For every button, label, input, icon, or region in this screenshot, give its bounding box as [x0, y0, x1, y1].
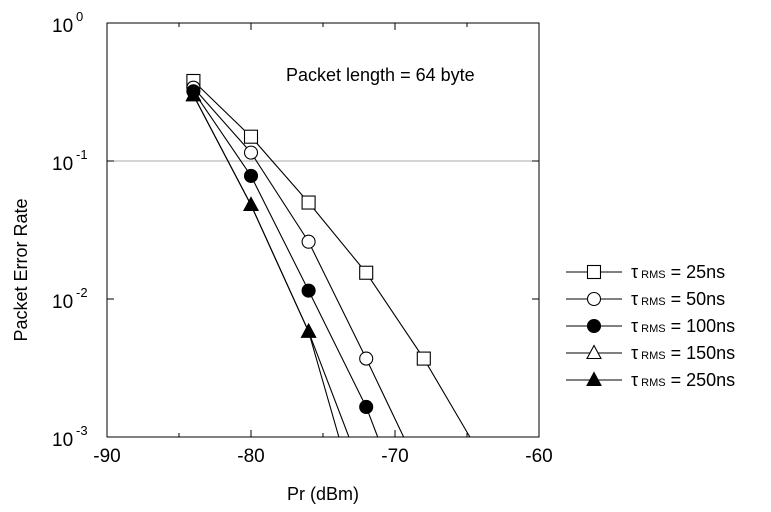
legend-label: τ RMS = 50ns [631, 289, 725, 309]
legend-value: = 25ns [666, 262, 726, 282]
legend-label: τ RMS = 250ns [631, 370, 735, 390]
series-line-3 [192, 94, 350, 438]
legend-item-2: τ RMS = 100ns [566, 316, 735, 336]
legend-marker [586, 264, 602, 280]
y-tick-label-base: 10 [52, 292, 73, 313]
y-tick-label-base: 10 [52, 16, 73, 37]
series-lines [192, 80, 471, 438]
series-4-point-2 [300, 322, 317, 338]
series-line-2 [192, 90, 379, 438]
series-4-point-1 [243, 196, 259, 212]
series-line-1 [192, 87, 405, 438]
series-markers [185, 73, 431, 415]
legend-item-3: τ RMS = 150ns [566, 343, 735, 363]
series-line-0 [193, 80, 471, 438]
legend-value: = 250ns [666, 370, 736, 390]
series-0-point-4 [416, 351, 431, 366]
legend-subscript: RMS [641, 350, 665, 362]
legend-subscript: RMS [641, 323, 665, 335]
legend-value: = 100ns [666, 316, 736, 336]
x-axis-label: Pr (dBm) [287, 484, 359, 504]
series-1-point-1 [243, 145, 259, 160]
legend-label: τ RMS = 150ns [631, 343, 735, 363]
series-layer [185, 73, 471, 438]
series-1-point-2 [301, 234, 316, 249]
x-tick-label: -80 [237, 446, 264, 467]
series-2-point-2 [301, 283, 316, 298]
legend-subscript: RMS [641, 296, 665, 308]
series-0-point-3 [359, 265, 374, 280]
legend-subscript: RMS [641, 269, 665, 281]
y-tick-label-base: 10 [52, 430, 73, 451]
y-tick-label-exponent: -2 [76, 285, 88, 300]
legend-label: τ RMS = 25ns [631, 262, 725, 282]
plot-frame [106, 22, 540, 438]
series-4-point-0 [185, 86, 202, 102]
y-tick-label-base: 10 [52, 154, 73, 175]
legend-value: = 50ns [666, 289, 726, 309]
y-tick-label-exponent: 0 [76, 9, 83, 24]
legend-tau-symbol: τ [631, 289, 638, 309]
series-0-point-2 [301, 195, 316, 210]
legend-value: = 150ns [666, 343, 736, 363]
annotation-packet-length: Packet length = 64 byte [286, 65, 475, 85]
series-0-point-1 [243, 129, 259, 144]
legend-item-1: τ RMS = 50ns [566, 289, 725, 309]
legend-item-0: τ RMS = 25ns [566, 262, 725, 282]
x-tick-label: -60 [525, 446, 552, 467]
series-1-point-3 [359, 351, 374, 366]
legend-tau-symbol: τ [631, 316, 638, 336]
y-axis-label: Packet Error Rate [11, 198, 31, 341]
ticks-layer [106, 22, 540, 438]
y-tick-label-exponent: -3 [76, 423, 88, 438]
legend-tau-symbol: τ [631, 262, 638, 282]
series-line-4 [192, 94, 340, 438]
series-2-point-3 [359, 399, 374, 415]
series-2-point-1 [243, 168, 259, 183]
legend-marker [586, 291, 602, 307]
x-tick-label: -90 [93, 446, 120, 467]
legend-subscript: RMS [641, 377, 665, 389]
x-tick-label: -70 [381, 446, 408, 467]
legend-label: τ RMS = 100ns [631, 316, 735, 336]
legend-marker [586, 344, 602, 360]
legend-item-4: τ RMS = 250ns [566, 370, 735, 390]
legend-tau-symbol: τ [631, 343, 638, 363]
legend-marker [586, 318, 602, 334]
legend-tau-symbol: τ [631, 370, 638, 390]
y-tick-label-exponent: -1 [76, 147, 88, 162]
legend-marker [586, 371, 602, 387]
